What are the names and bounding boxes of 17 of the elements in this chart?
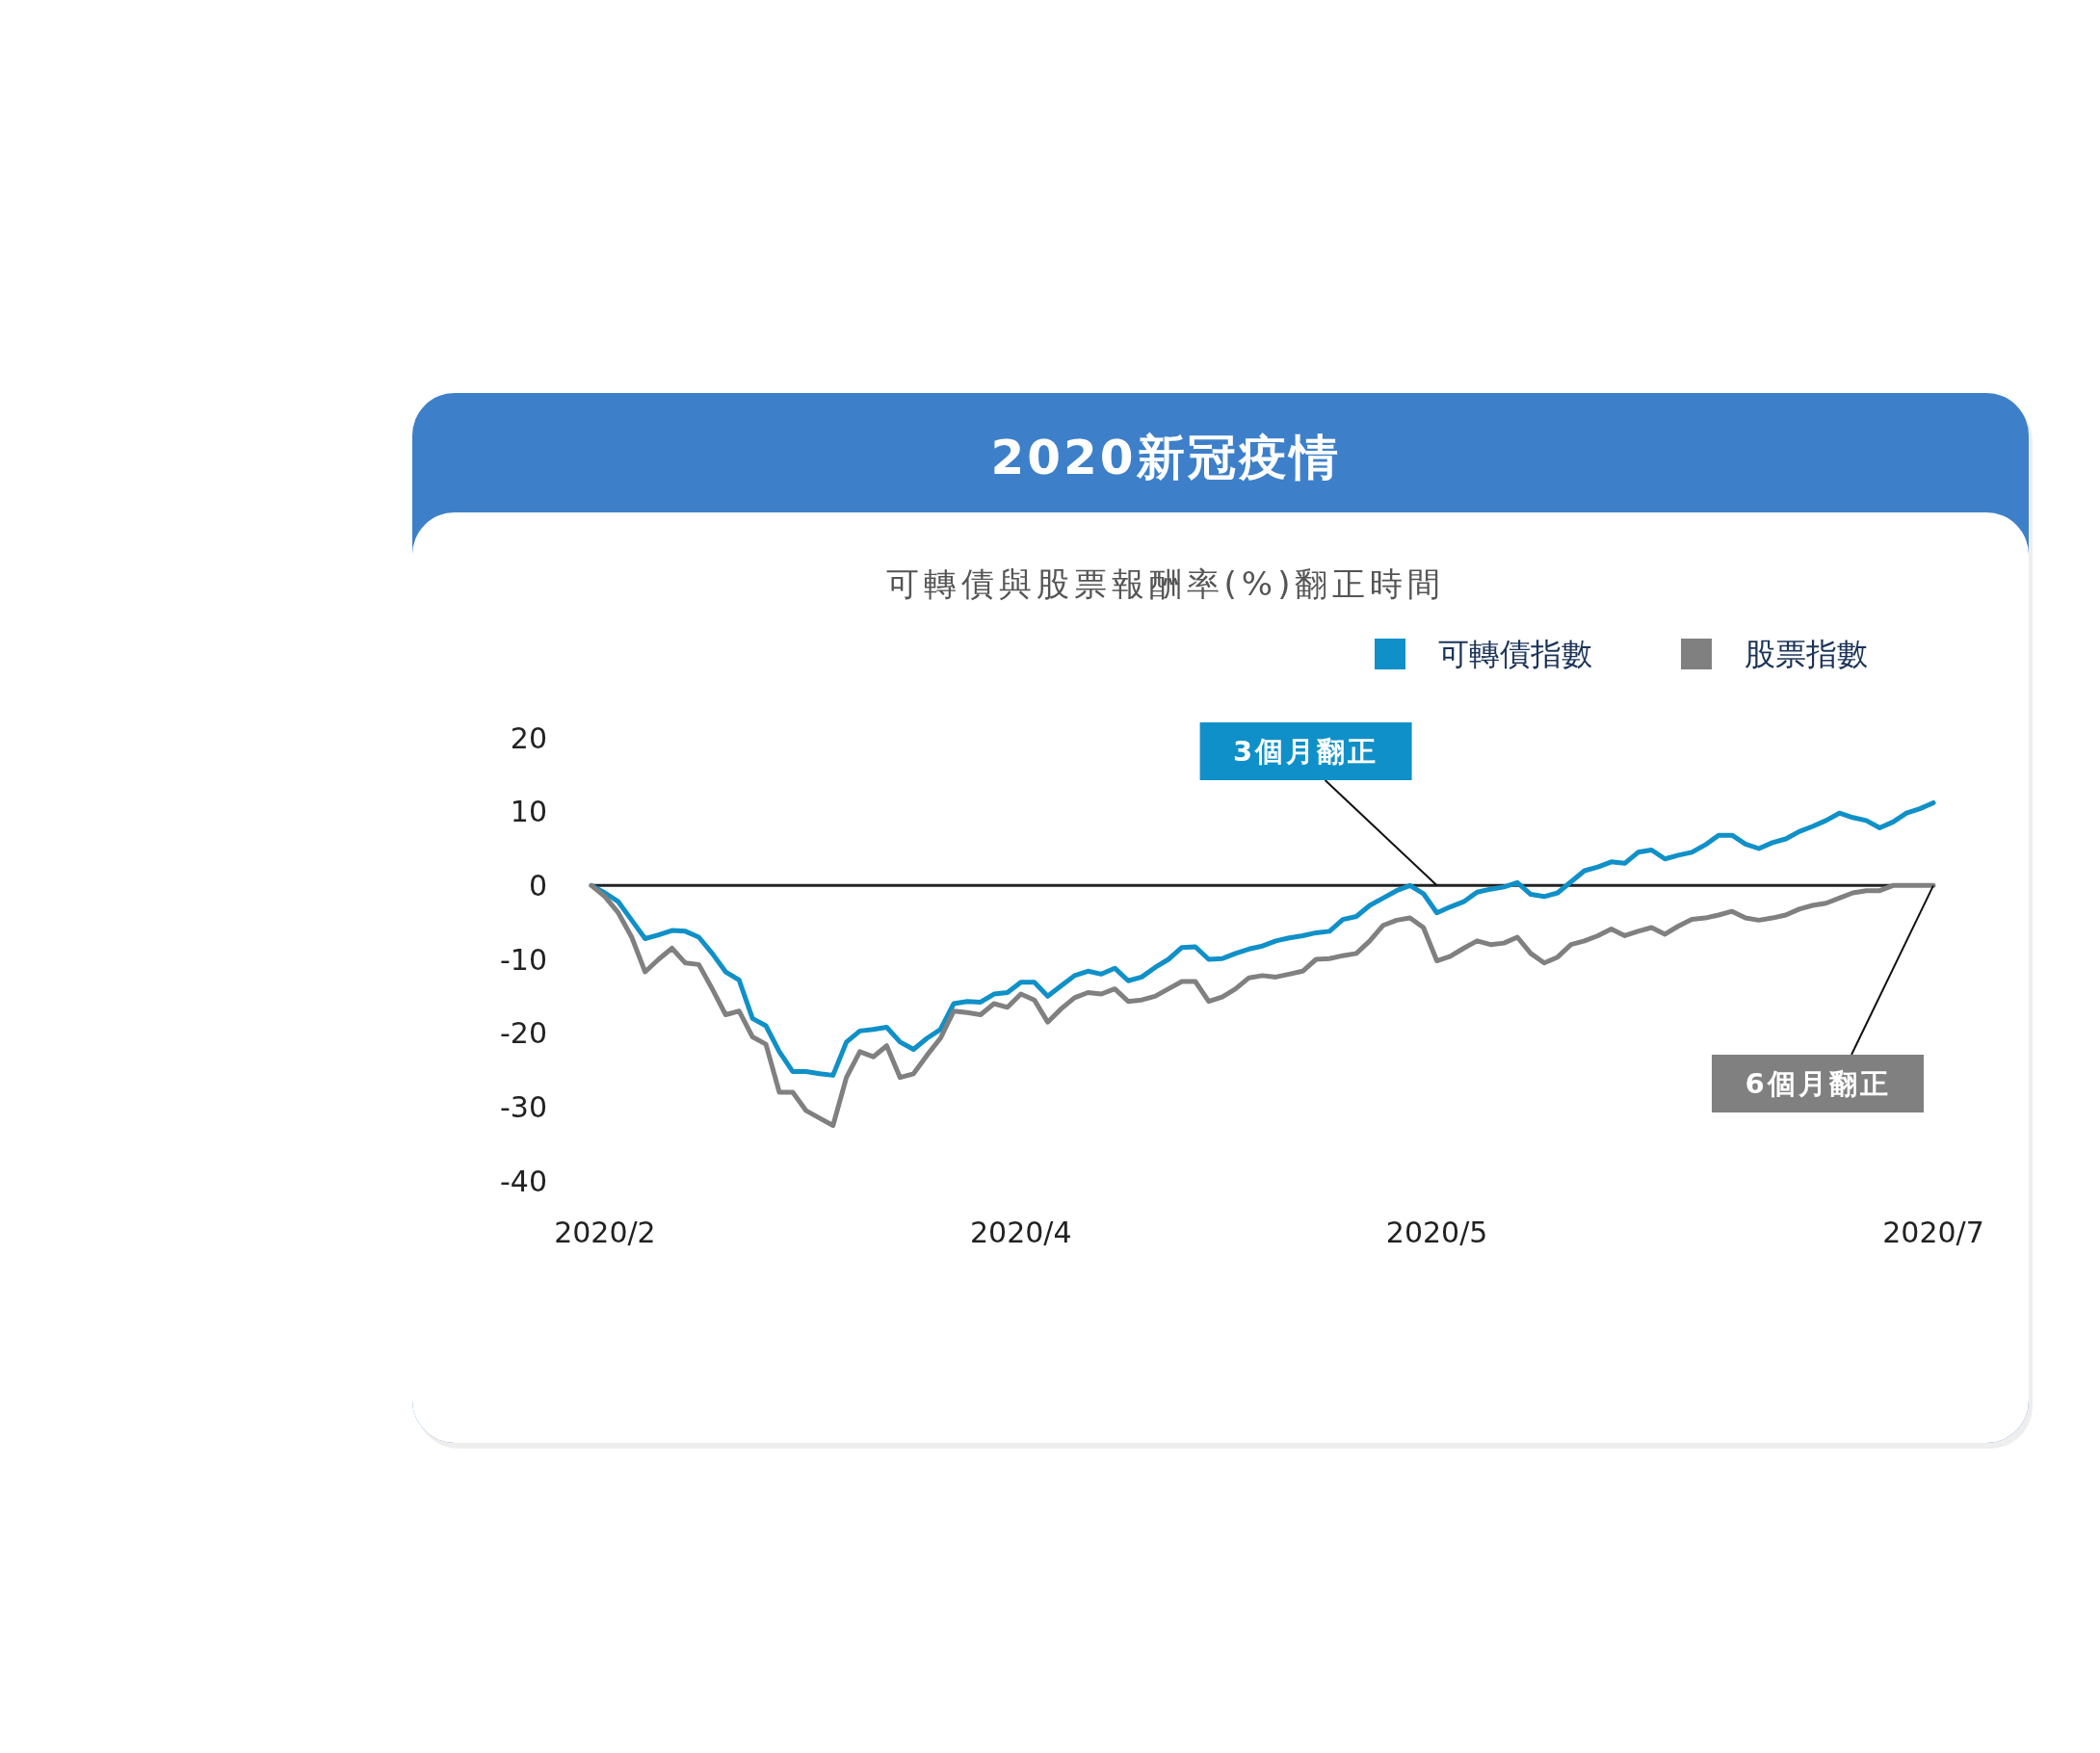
legend-label: 股票指數 (1745, 636, 1868, 672)
y-tick-label: 0 (528, 868, 547, 903)
y-tick-label: -40 (500, 1164, 547, 1198)
x-tick-label: 2020/2 (554, 1216, 656, 1249)
chart-subtitle: 可轉債與股票報酬率(%)翻正時間 (885, 564, 1446, 603)
y-tick-label: 10 (510, 795, 547, 829)
y-tick-label: 20 (510, 720, 547, 755)
y-tick-label: -30 (500, 1089, 547, 1124)
annotation: 6個月翻正 (1745, 1067, 1891, 1100)
chart-title: 2020新冠疫情 (990, 430, 1341, 485)
annotation: 3個月翻正 (1233, 735, 1379, 768)
x-tick-label: 2020/7 (1882, 1216, 1984, 1249)
y-tick-label: -20 (500, 1016, 547, 1051)
legend-label: 可轉債指數 (1438, 636, 1592, 672)
y-tick-label: -10 (500, 942, 547, 977)
x-tick-label: 2020/5 (1385, 1216, 1488, 1249)
x-tick-label: 2020/4 (969, 1216, 1072, 1249)
